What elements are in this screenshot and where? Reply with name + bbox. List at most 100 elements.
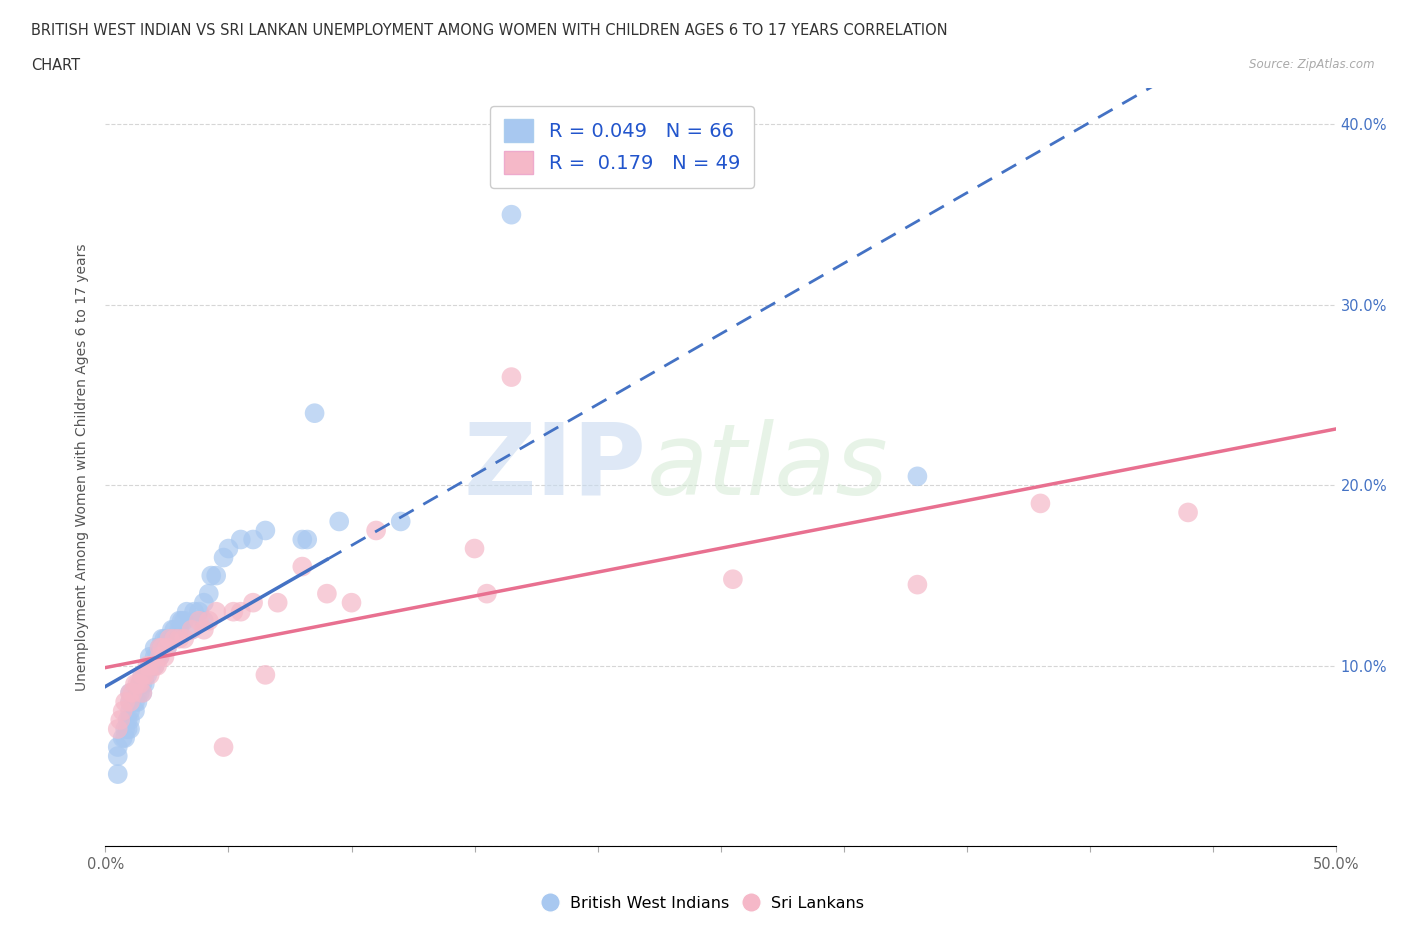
Point [129,676,152,691]
Point [291,532,314,547]
Point [170,613,193,628]
Point [366,523,388,538]
Point [121,685,143,700]
Point [193,595,215,610]
Point [149,641,172,656]
Point [156,641,179,656]
Point [143,658,166,673]
Point [131,668,153,683]
Point [197,613,221,628]
Text: Source: ZipAtlas.com: Source: ZipAtlas.com [1250,58,1375,71]
Point [169,622,191,637]
Point [212,551,235,565]
Point [242,532,264,547]
Point [200,568,222,583]
Point [138,658,162,673]
Point [297,532,319,547]
Point [143,641,166,656]
Point [134,668,156,683]
Point [146,658,169,673]
Point [150,641,173,656]
Point [153,649,176,664]
Point [138,649,162,664]
Point [129,676,152,691]
Point [143,658,166,673]
Point [205,568,228,583]
Point [114,722,136,737]
Point [149,641,172,656]
Point [156,641,179,656]
Point [169,613,191,628]
Point [131,685,153,700]
Point [229,604,252,619]
Point [475,586,498,601]
Point [131,685,153,700]
Point [149,649,172,664]
Point [120,695,141,710]
Point [163,622,186,637]
Point [146,649,169,664]
Point [173,613,195,628]
Point [340,595,363,610]
Point [907,578,929,592]
Point [180,622,202,637]
Point [149,649,172,664]
Text: BRITISH WEST INDIAN VS SRI LANKAN UNEMPLOYMENT AMONG WOMEN WITH CHILDREN AGES 6 : BRITISH WEST INDIAN VS SRI LANKAN UNEMPL… [31,23,948,38]
Point [136,658,159,673]
Point [136,668,159,683]
Point [501,369,523,384]
Point [188,604,211,619]
Point [134,676,156,691]
Point [129,685,152,700]
Y-axis label: Unemployment Among Women with Children Ages 6 to 17 years: Unemployment Among Women with Children A… [76,244,90,691]
Text: ZIP: ZIP [464,418,647,516]
Point [141,658,163,673]
Point [124,703,146,718]
Point [111,703,134,718]
Point [173,631,195,646]
Legend: British West Indians, Sri Lankans: British West Indians, Sri Lankans [536,889,870,917]
Legend: R = 0.049   N = 66, R =  0.179   N = 49: R = 0.049 N = 66, R = 0.179 N = 49 [491,106,754,188]
Point [127,695,149,710]
Point [153,631,176,646]
Point [304,405,326,420]
Point [159,631,180,646]
Point [127,685,149,700]
Point [107,749,129,764]
Point [117,712,139,727]
Point [180,622,202,637]
Point [254,668,277,683]
Text: CHART: CHART [31,58,80,73]
Point [222,604,245,619]
Point [138,658,162,673]
Point [907,469,929,484]
Point [291,559,314,574]
Point [120,685,141,700]
Point [111,731,134,746]
Point [159,631,180,646]
Text: atlas: atlas [647,418,889,516]
Point [107,722,129,737]
Point [117,722,139,737]
Point [464,541,486,556]
Point [120,722,141,737]
Point [229,532,252,547]
Point [197,586,221,601]
Point [150,631,173,646]
Point [212,739,235,754]
Point [131,676,153,691]
Point [721,572,744,587]
Point [124,695,146,710]
Point [267,595,290,610]
Point [315,586,337,601]
Point [501,207,523,222]
Point [114,695,136,710]
Point [120,703,141,718]
Point [218,541,240,556]
Point [127,676,149,691]
Point [328,514,350,529]
Point [107,739,129,754]
Point [138,668,162,683]
Point [1029,496,1052,511]
Point [176,604,198,619]
